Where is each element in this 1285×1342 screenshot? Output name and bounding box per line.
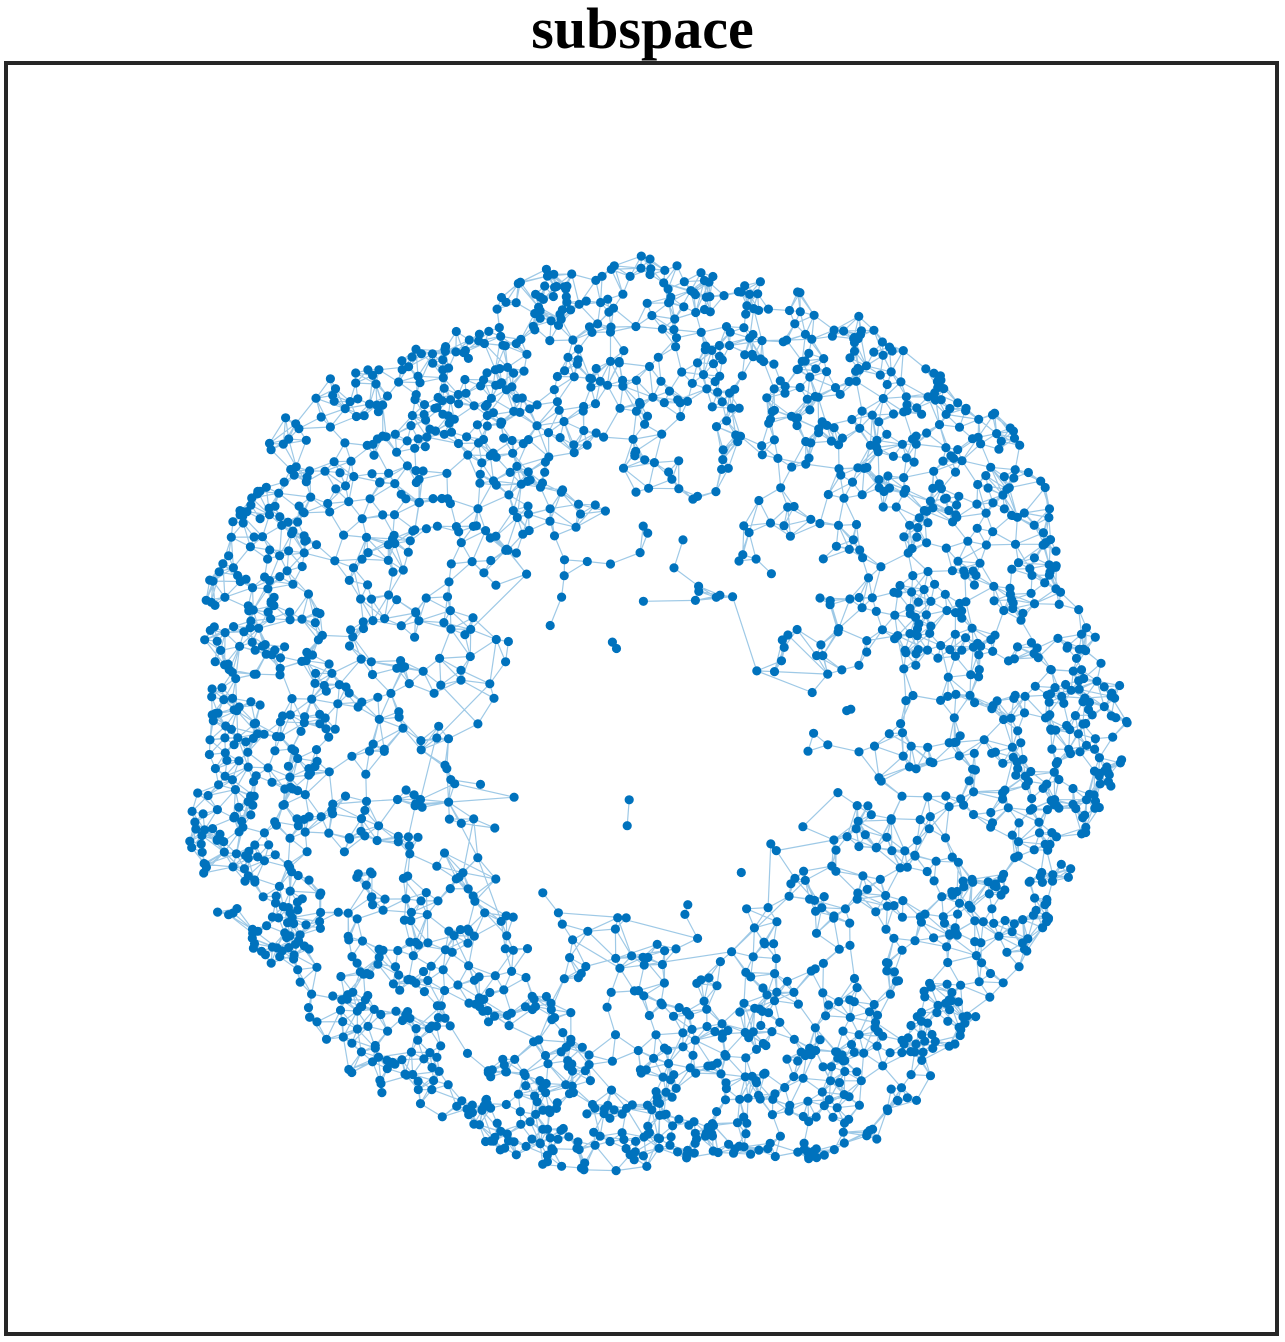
network-graph: [185, 251, 1132, 1176]
graph-nodes: [185, 251, 1132, 1176]
node-set: [185, 251, 1132, 1176]
plot-axes: [4, 61, 1279, 1336]
plot-title: subspace: [531, 0, 754, 61]
